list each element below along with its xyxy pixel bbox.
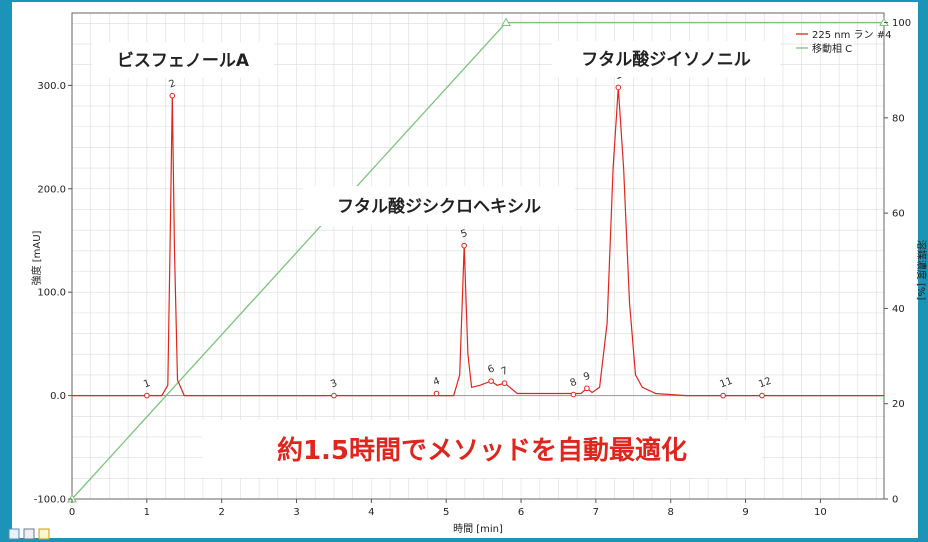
copy-icon[interactable] <box>23 528 35 540</box>
toolbar <box>8 528 50 540</box>
legend-label-gradient: 移動相 C <box>812 42 852 55</box>
y-left-tick-label: 100.0 <box>37 288 66 299</box>
svg-text:フタル酸ジシクロヘキシル: フタル酸ジシクロヘキシル <box>337 196 541 217</box>
peak-label: 1 <box>142 378 152 391</box>
peak-marker <box>433 390 440 397</box>
peak-marker <box>144 392 150 399</box>
peak-label: 2 <box>168 78 178 91</box>
y-right-tick-label: 60 <box>892 209 905 220</box>
y-axis-left-title: 強度 [mAU] <box>30 230 43 285</box>
peak-label: 3 <box>329 378 339 391</box>
tick-labels: 0 1 2 3 4 5 6 7 8 9 10-100.00.0100.0200.0300.00204… <box>34 18 911 518</box>
banner: 約1.5時間でメソッドを自動最適化 <box>202 420 762 478</box>
x-tick-label: 0 <box>69 507 75 518</box>
peak-label: 11 <box>718 376 734 391</box>
peak-marker <box>169 92 176 99</box>
x-tick-label: 5 <box>443 507 449 518</box>
peak-label: 4 <box>432 376 442 389</box>
y-left-tick-label: -100.0 <box>34 495 66 506</box>
svg-text:ビスフェノールA: ビスフェノールA <box>117 51 250 71</box>
peak-label: 7 <box>500 365 510 378</box>
y-right-tick-label: 20 <box>892 399 905 410</box>
peak-marker <box>615 84 622 91</box>
x-tick-label: 2 <box>218 507 224 518</box>
y-left-tick-label: 300.0 <box>37 81 66 92</box>
peak-label: 5 <box>459 228 469 241</box>
y-right-tick-label: 100 <box>892 18 911 29</box>
series-line-signal <box>72 87 884 397</box>
x-tick-label: 9 <box>742 507 748 518</box>
x-tick-label: 4 <box>368 507 374 518</box>
y-right-tick-label: 40 <box>892 304 905 315</box>
peak-marker <box>584 385 590 392</box>
annotation-dicyclohexyl-phthalate: フタル酸ジシクロヘキシル <box>303 186 575 226</box>
peak-marker <box>461 242 467 249</box>
x-axis-title: 時間 [min] <box>453 523 503 535</box>
peak-label: 9 <box>582 371 592 384</box>
y-right-tick-label: 80 <box>892 113 905 124</box>
x-tick-label: 10 <box>814 507 827 518</box>
y-left-tick-label: 200.0 <box>37 184 66 195</box>
peak-marker <box>331 392 337 399</box>
y-right-tick-label: 0 <box>892 495 898 506</box>
x-tick-label: 7 <box>593 507 599 518</box>
x-tick-label: 6 <box>518 507 524 518</box>
plot-border <box>71 12 885 500</box>
tool-icon[interactable] <box>38 528 50 540</box>
peak-marker <box>759 392 765 399</box>
legend-label-signal: 225 nm ラン #4 <box>812 29 891 41</box>
x-tick-label: 8 <box>668 507 674 518</box>
peak-label: 6 <box>486 363 496 376</box>
peak-marker <box>501 380 508 386</box>
svg-text:約1.5時間でメソッドを自動最適化: 約1.5時間でメソッドを自動最適化 <box>277 435 687 466</box>
peak-label: 8 <box>569 377 579 390</box>
y-axis-right-title: 溶媒濃度 [%] <box>915 240 928 301</box>
peak-label: 12 <box>757 376 773 391</box>
x-tick-label: 3 <box>293 507 299 518</box>
svg-text:フタル酸ジイソノニル: フタル酸ジイソノニル <box>581 49 751 70</box>
annotation-diisononyl-phthalate: フタル酸ジイソノニル <box>552 41 780 77</box>
y-left-tick-label: 0.0 <box>50 391 66 402</box>
legend: 225 nm ラン #4 移動相 C <box>796 29 891 55</box>
peak-marker <box>570 391 577 398</box>
annotation-bisphenol-a: ビスフェノールA <box>92 42 274 78</box>
peak-labels: 123456789101112 <box>142 68 773 399</box>
x-tick-label: 1 <box>144 507 150 518</box>
peak-marker <box>488 378 494 384</box>
refresh-icon[interactable] <box>8 528 20 540</box>
gradient-marker <box>879 17 889 27</box>
peak-marker <box>720 392 726 399</box>
gradient-marker <box>501 17 511 27</box>
